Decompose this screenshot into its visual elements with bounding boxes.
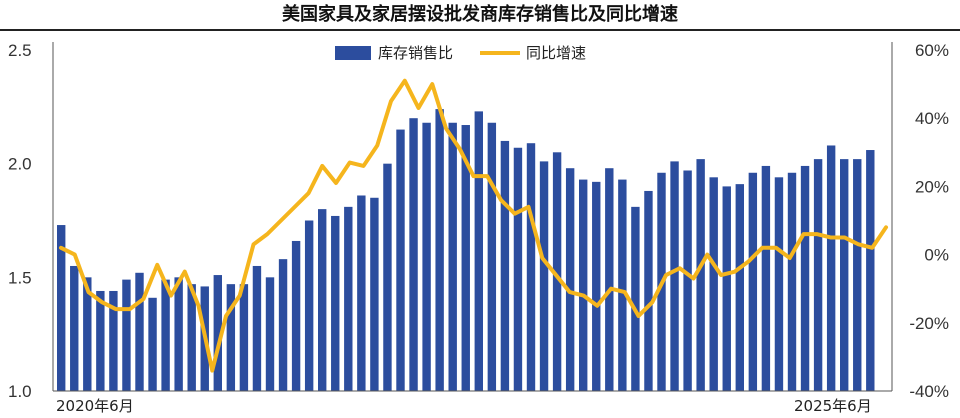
line-series bbox=[59, 78, 888, 373]
bar-27 bbox=[409, 118, 418, 391]
y-right-tick-5: 60% bbox=[915, 41, 949, 60]
bar-31 bbox=[461, 125, 470, 392]
bar-39 bbox=[565, 168, 575, 391]
bar-20 bbox=[318, 209, 327, 391]
bar-29 bbox=[435, 109, 444, 392]
bar-54 bbox=[761, 165, 771, 391]
axes: 1.0 1.5 2.0 2.5 -40% -20% 0% 20% 40% 60% bbox=[8, 41, 949, 401]
bar-55 bbox=[774, 177, 784, 391]
bar-17 bbox=[278, 259, 288, 391]
bar-30 bbox=[448, 122, 457, 391]
bar-8 bbox=[161, 279, 170, 391]
bar-45 bbox=[644, 190, 653, 391]
bar-38 bbox=[552, 152, 562, 391]
y-right-tick-3: 20% bbox=[915, 177, 949, 196]
bar-42 bbox=[605, 168, 614, 391]
bar-62 bbox=[866, 150, 875, 391]
bar-37 bbox=[539, 161, 549, 391]
bar-56 bbox=[787, 172, 797, 391]
bar-7 bbox=[148, 297, 157, 391]
y-right-tick-1: -20% bbox=[909, 314, 949, 333]
bar-35 bbox=[513, 147, 523, 391]
y-right-tick-0: -40% bbox=[909, 382, 949, 401]
bar-50 bbox=[709, 177, 718, 391]
bar-5 bbox=[122, 279, 131, 391]
bar-14 bbox=[239, 284, 249, 391]
bar-26 bbox=[396, 129, 405, 391]
chart-title: 美国家具及家居摆设批发商库存销售比及同比增速 bbox=[282, 3, 678, 25]
legend-label-ratio: 库存销售比 bbox=[378, 44, 453, 62]
x-label-end: 2025年6月 bbox=[794, 397, 872, 415]
y-right-tick-2: 0% bbox=[924, 246, 949, 265]
x-label-start: 2020年6月 bbox=[56, 397, 134, 415]
bar-9 bbox=[174, 277, 183, 391]
bar-19 bbox=[304, 220, 314, 391]
bar-22 bbox=[344, 206, 353, 391]
bar-52 bbox=[735, 184, 744, 391]
bar-61 bbox=[853, 159, 862, 391]
bar-60 bbox=[840, 159, 849, 391]
bar-41 bbox=[592, 181, 601, 391]
legend: 库存销售比 同比增速 bbox=[335, 44, 586, 62]
bar-3 bbox=[96, 290, 105, 391]
bar-4 bbox=[109, 290, 118, 391]
bar-0 bbox=[57, 225, 66, 391]
bar-47 bbox=[670, 161, 679, 391]
bar-23 bbox=[357, 195, 366, 391]
bar-25 bbox=[383, 163, 392, 391]
bar-15 bbox=[252, 265, 262, 391]
bar-48 bbox=[683, 170, 692, 391]
y-left-tick-1: 1.5 bbox=[8, 268, 32, 287]
bar-series bbox=[57, 109, 875, 392]
y-left-tick-3: 2.5 bbox=[8, 41, 32, 60]
legend-bar-swatch bbox=[335, 46, 371, 60]
bar-43 bbox=[618, 179, 627, 391]
bar-53 bbox=[748, 172, 758, 391]
bar-2 bbox=[83, 277, 92, 391]
bar-36 bbox=[526, 143, 536, 391]
y-right-tick-4: 40% bbox=[915, 109, 949, 128]
bar-51 bbox=[722, 186, 731, 391]
growth-line bbox=[59, 78, 888, 373]
bar-58 bbox=[813, 159, 823, 391]
bar-34 bbox=[500, 140, 510, 391]
bar-12 bbox=[213, 275, 222, 391]
bar-10 bbox=[187, 284, 196, 391]
bar-49 bbox=[696, 159, 705, 391]
bar-28 bbox=[422, 122, 431, 391]
y-left-tick-0: 1.0 bbox=[8, 382, 32, 401]
y-left-tick-2: 2.0 bbox=[8, 155, 32, 174]
bar-18 bbox=[291, 240, 301, 391]
bar-13 bbox=[226, 284, 236, 391]
bar-40 bbox=[579, 179, 588, 391]
bar-6 bbox=[135, 272, 144, 391]
bar-32 bbox=[474, 111, 483, 391]
bar-44 bbox=[631, 206, 640, 391]
bar-59 bbox=[826, 145, 836, 391]
bar-24 bbox=[370, 197, 379, 391]
bar-1 bbox=[70, 265, 79, 391]
bar-21 bbox=[331, 215, 340, 391]
legend-label-growth: 同比增速 bbox=[526, 44, 586, 62]
bar-57 bbox=[800, 165, 810, 391]
bar-16 bbox=[265, 277, 275, 391]
bar-33 bbox=[487, 122, 497, 391]
